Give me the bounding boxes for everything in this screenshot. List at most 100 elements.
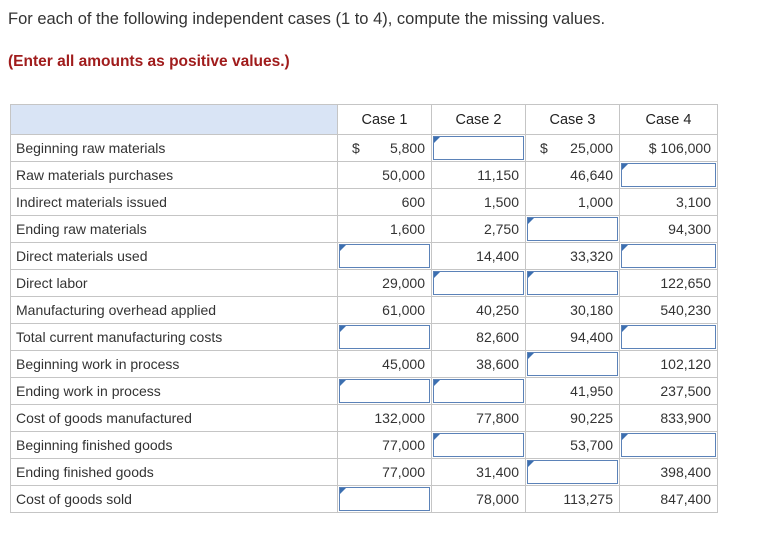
row-label: Raw materials purchases	[10, 161, 338, 189]
cell-value: 78,000	[476, 491, 519, 507]
answer-cell	[431, 431, 526, 459]
row-label: Indirect materials issued	[10, 188, 338, 216]
answer-cell	[431, 269, 526, 297]
answer-input[interactable]	[433, 136, 524, 160]
answer-cell	[431, 377, 526, 405]
cell-value: 1,600	[389, 221, 425, 237]
answer-cell	[619, 431, 718, 459]
table-row: Total current manufacturing costs 82,600 9…	[10, 323, 718, 351]
answer-input[interactable]	[433, 379, 524, 403]
cell-value: 11,150	[477, 167, 519, 183]
value-cell: 31,400	[431, 458, 526, 486]
answer-input[interactable]	[527, 352, 618, 376]
cell-value: 132,000	[374, 410, 425, 426]
answer-input[interactable]	[339, 244, 430, 268]
column-header-case-3: Case 3	[525, 104, 620, 135]
cell-value: 25,000	[570, 140, 613, 156]
value-cell: 30,180	[525, 296, 620, 324]
value-cell: 540,230	[619, 296, 718, 324]
row-label: Ending finished goods	[10, 458, 338, 486]
column-header-case-4: Case 4	[619, 104, 718, 135]
value-cell: 94,300	[619, 215, 718, 243]
value-cell: 11,150	[431, 161, 526, 189]
header-row: Case 1 Case 2 Case 3 Case 4	[10, 104, 718, 135]
cell-value: 29,000	[382, 275, 425, 291]
cell-value: 53,700	[570, 437, 613, 453]
cell-value: 102,120	[660, 356, 711, 372]
answer-cell	[525, 458, 620, 486]
row-label: Direct materials used	[10, 242, 338, 270]
answer-input[interactable]	[621, 163, 716, 187]
value-cell: $5,800	[337, 134, 432, 162]
value-cell: 94,400	[525, 323, 620, 351]
table-row: Beginning finished goods 77,000 53,700	[10, 431, 718, 459]
cell-value: 1,000	[577, 194, 613, 210]
cell-value: 82,600	[476, 329, 519, 345]
cell-value: 77,800	[476, 410, 519, 426]
table-row: Direct labor 29,000 122,650	[10, 269, 718, 297]
value-cell: 46,640	[525, 161, 620, 189]
cell-value: 237,500	[660, 383, 711, 399]
value-cell: 50,000	[337, 161, 432, 189]
cell-value: 5,800	[389, 140, 425, 156]
row-label: Ending raw materials	[10, 215, 338, 243]
value-cell: 102,120	[619, 350, 718, 378]
answer-cell	[337, 323, 432, 351]
value-cell: 1,000	[525, 188, 620, 216]
header-blank-cell	[10, 104, 338, 135]
cell-value: 61,000	[382, 302, 425, 318]
cell-value: $ 106,000	[648, 140, 711, 156]
value-cell: 33,320	[525, 242, 620, 270]
answer-input[interactable]	[621, 433, 716, 457]
answer-input[interactable]	[339, 379, 430, 403]
cell-value: 122,650	[660, 275, 711, 291]
row-label: Direct labor	[10, 269, 338, 297]
answer-input[interactable]	[527, 460, 618, 484]
value-cell: 132,000	[337, 404, 432, 432]
cell-value: 41,950	[570, 383, 613, 399]
cell-value: 30,180	[570, 302, 613, 318]
answer-cell	[619, 242, 718, 270]
answer-input[interactable]	[339, 487, 430, 511]
value-cell: 90,225	[525, 404, 620, 432]
answer-cell	[619, 323, 718, 351]
cell-value: 398,400	[660, 464, 711, 480]
answer-cell	[525, 269, 620, 297]
cell-value: 113,275	[563, 491, 613, 507]
dollar-sign: $	[352, 140, 360, 156]
value-cell: 2,750	[431, 215, 526, 243]
row-label: Cost of goods sold	[10, 485, 338, 513]
table-row: Indirect materials issued 600 1,500 1,000 3,…	[10, 188, 718, 216]
row-label: Manufacturing overhead applied	[10, 296, 338, 324]
answer-cell	[431, 134, 526, 162]
row-label: Cost of goods manufactured	[10, 404, 338, 432]
value-cell: 77,000	[337, 431, 432, 459]
cell-value: 540,230	[660, 302, 711, 318]
answer-input[interactable]	[621, 325, 716, 349]
value-cell: 41,950	[525, 377, 620, 405]
cell-value: 50,000	[382, 167, 425, 183]
dollar-sign: $	[540, 140, 548, 156]
value-cell: 122,650	[619, 269, 718, 297]
table-row: Beginning raw materials $5,800 $25,000 $ 10…	[10, 134, 718, 162]
answer-input[interactable]	[527, 271, 618, 295]
cell-value: 3,100	[675, 194, 711, 210]
answer-cell	[337, 242, 432, 270]
answer-input[interactable]	[433, 271, 524, 295]
table-row: Beginning work in process 45,000 38,600 102…	[10, 350, 718, 378]
table-row: Manufacturing overhead applied 61,000 40,2…	[10, 296, 718, 324]
answer-input[interactable]	[527, 217, 618, 241]
answer-input[interactable]	[339, 325, 430, 349]
answer-cell	[337, 485, 432, 513]
cell-value: 600	[401, 194, 425, 210]
value-cell: 113,275	[525, 485, 620, 513]
answer-input[interactable]	[433, 433, 524, 457]
cell-value: 14,400	[476, 248, 519, 264]
table-row: Ending raw materials 1,600 2,750 94,300	[10, 215, 718, 243]
row-label: Total current manufacturing costs	[10, 323, 338, 351]
cell-value: 77,000	[382, 437, 425, 453]
answer-input[interactable]	[621, 244, 716, 268]
cell-value: 1,500	[483, 194, 519, 210]
cell-value: 45,000	[382, 356, 425, 372]
row-label: Beginning work in process	[10, 350, 338, 378]
